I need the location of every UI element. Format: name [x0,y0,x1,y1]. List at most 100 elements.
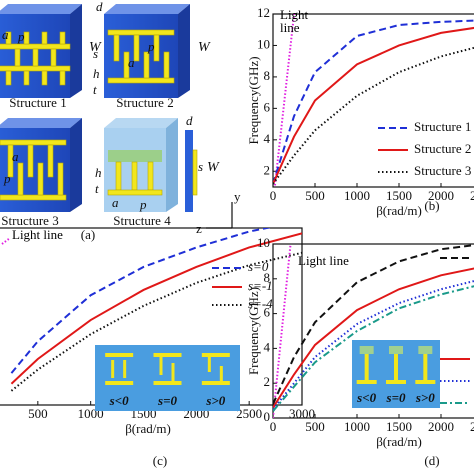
inset-bar [423,354,428,380]
panel-label: (a) [81,227,95,242]
x-tick-label: 2500 [470,188,474,203]
structure-label: Structure 4 [113,213,171,228]
inset-bar [418,346,433,354]
light-line-label: Light line [12,228,63,241]
x-tick-label: 3000 [289,406,315,421]
x-tick-label: 2500 [236,406,262,421]
plot-area [273,244,474,418]
dim-label: h [95,165,102,180]
structure-label: Structure 3 [1,213,58,228]
structure-label: Structure 2 [116,95,173,110]
inset-bar [111,360,115,378]
series-line [273,19,474,185]
inset-label: s=0 [386,390,406,405]
inset-label: s<0 [109,393,129,408]
x-axis-label: β(rad/m) [376,203,422,218]
dim-label: t [93,82,97,97]
dim-label: p [139,197,147,212]
inset-bar [219,366,223,384]
light-line-label: Light line [298,254,349,268]
dim-label: a [112,195,119,210]
inset-bar [364,354,369,380]
x-tick-label: 2500 [470,419,474,434]
y-tick-label: 4 [264,339,271,354]
inset-bar [386,380,406,384]
inset-label: s<0 [356,390,376,405]
inset-bar [359,346,374,354]
inset-bar [415,380,436,384]
x-tick-label: 500 [305,419,325,434]
legend-label: s=-1 [248,278,273,293]
inset-bar [105,381,134,385]
inset-bar [389,346,403,354]
x-tick-label: 500 [305,188,325,203]
inset-bar [356,380,377,384]
series-line [10,232,302,385]
plot-area [10,228,302,392]
legend-label: s=0 [248,259,269,274]
dim-label: W [198,40,211,55]
legend-label: Structure 3 [414,163,471,178]
dim-label: s [198,159,203,174]
legend-label: Structure 2 [414,141,471,156]
y-tick-label: 8 [264,68,271,83]
series-line [273,46,474,185]
y-axis-label: Frequency(GHz) [246,287,261,375]
y-tick-label: 10 [257,235,270,250]
y-tick-label: 0 [264,409,271,424]
dim-label: a [128,55,135,70]
inset-label: s>0 [205,393,225,408]
structure-4 [104,118,233,229]
chart: 0 500 1000 1500 2000 2500 0 2 4 6 8 10 Frequency(GHz… [246,235,474,468]
light-line [273,244,292,418]
dim-label: t [95,181,99,196]
y-axis-label: Frequency(GHz) [246,56,261,144]
dim-label: a [12,149,19,164]
chart: 500 1000 1500 2000 2500 3000β(rad/m)(c)Light … [0,227,315,468]
series-line [10,251,302,392]
y-tick-label: 4 [264,131,271,146]
x-axis-label: β(rad/m) [125,421,171,436]
dim-label: d [186,113,193,128]
x-axis-label: β(rad/m) [376,434,422,449]
x-tick-label: 0 [270,188,277,203]
structure-label: Structure 1 [9,95,66,110]
y-tick-label: 2 [264,162,271,177]
chart: 0 500 1000 1500 2000 2500 2 4 6 8 10 12 Frequency(GH… [246,5,474,218]
inset-bar [159,357,163,375]
inset-bar [201,381,230,385]
dim-label: p [17,29,25,44]
dim-label: a [2,27,9,42]
light-line-text: Light line [280,8,309,35]
x-tick-label: 1000 [344,188,370,203]
inset-bar [153,381,182,385]
inset-bar [394,354,398,380]
x-tick-label: 1000 [344,419,370,434]
axis-label: y [234,189,241,204]
y-tick-label: 8 [264,270,271,285]
dim-label: s [93,46,98,61]
legend-label: Structure 1 [414,119,471,134]
y-tick-label: 10 [257,36,270,51]
x-tick-label: 2000 [428,188,454,203]
inset-label: s>0 [415,390,435,405]
series-line [273,267,474,409]
structure-3 [0,118,82,212]
dim-label: p [3,171,11,186]
panel-label: (b) [424,198,439,213]
structure-1 [0,4,82,98]
series-line [273,26,474,185]
x-tick-label: 0 [270,419,277,434]
series-line [10,228,272,374]
structure-2 [104,4,190,98]
x-tick-label: 500 [28,406,48,421]
x-tick-label: 1500 [386,419,412,434]
dim-label: W [207,160,220,175]
light-line-leader [1,237,11,245]
light-line-text: Light line [298,254,349,268]
inset-bar [153,353,182,357]
series-line [273,244,474,405]
y-tick-label: 6 [264,99,271,114]
dim-label: W [89,40,102,55]
